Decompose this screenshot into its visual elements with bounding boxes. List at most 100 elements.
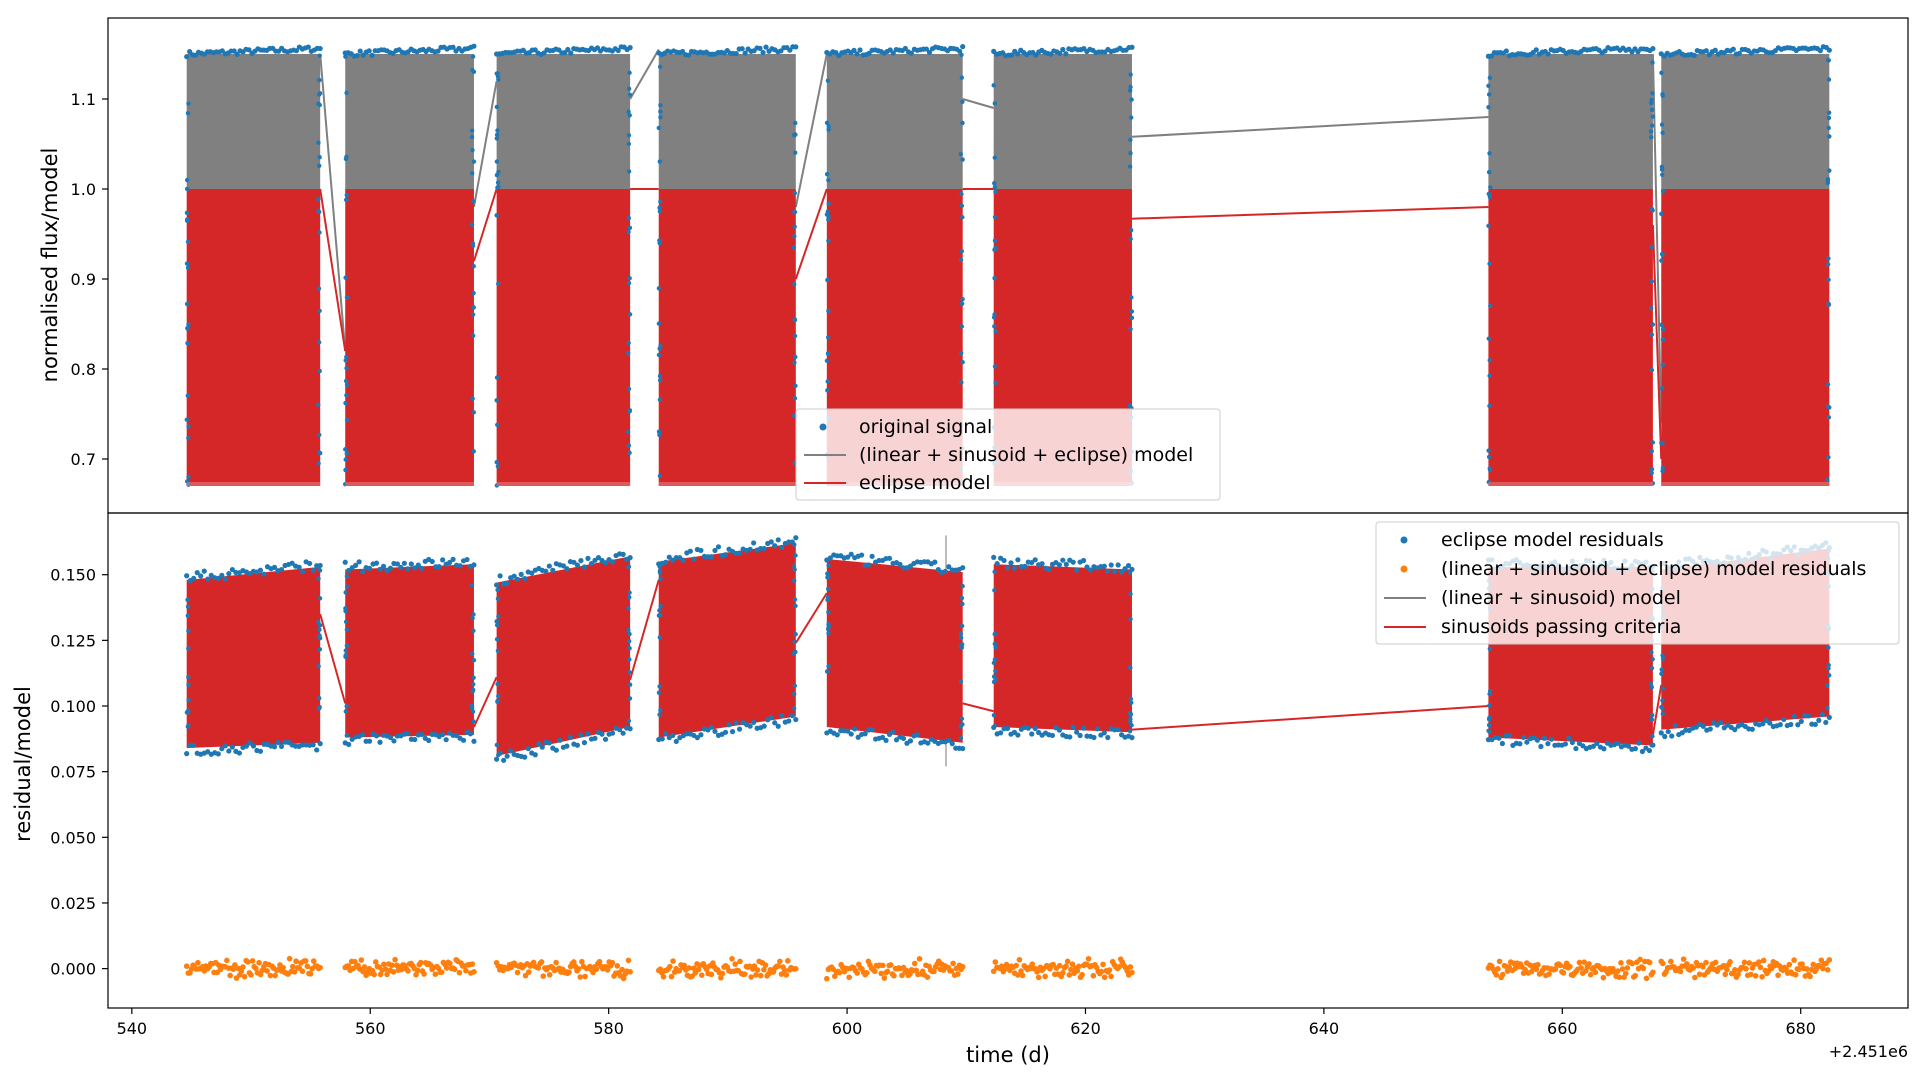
flux-signal-point <box>826 217 831 222</box>
residual-eclipse-point <box>935 567 941 573</box>
flux-signal-point <box>1660 468 1665 474</box>
residual-full-model-point <box>719 970 726 977</box>
residual-eclipse-point <box>1128 616 1133 622</box>
residual-eclipse-point <box>585 731 591 737</box>
residual-full-model-point <box>1741 959 1748 966</box>
residual-eclipse-point <box>1487 703 1492 708</box>
residual-eclipse-point <box>893 737 900 743</box>
residual-eclipse-point <box>536 741 542 747</box>
residual-full-model-point <box>1066 972 1073 978</box>
residual-full-model-point <box>992 959 999 965</box>
flux-signal-point <box>1127 88 1133 93</box>
legend-marker-eclipse-residuals <box>1400 536 1408 544</box>
time-x-tick-label: 560 <box>355 1019 386 1038</box>
residual-eclipse-point <box>1011 565 1018 571</box>
residual-eclipse-point <box>733 720 739 726</box>
flux-signal-point <box>793 354 798 360</box>
flux-signal-point <box>344 354 349 360</box>
residual-full-model-point <box>1684 961 1690 967</box>
flux-signal-point <box>1487 373 1492 379</box>
flux-signal-point <box>1486 336 1492 341</box>
residual-eclipse-point <box>317 627 322 632</box>
residual-full-model-point <box>1069 961 1076 968</box>
residual-eclipse-point <box>440 731 446 738</box>
residual-full-model-point <box>372 959 379 965</box>
flux-signal-point <box>1712 47 1718 53</box>
flux-signal-point <box>1128 115 1134 120</box>
residual-full-model-point <box>1783 966 1789 972</box>
residual-full-model-point <box>286 955 293 962</box>
residual-eclipse-point <box>1506 732 1512 739</box>
flux-signal-point <box>246 47 252 53</box>
flux-signal-point <box>317 308 322 313</box>
flux-signal-point <box>1486 448 1491 453</box>
flux-signal-point <box>763 44 769 50</box>
residual-eclipse-point <box>1049 732 1056 739</box>
residual-eclipse-point <box>747 723 753 729</box>
residual-full-model-point <box>1775 972 1781 979</box>
residual-full-model-point <box>540 973 547 979</box>
flux-signal-point <box>496 77 501 82</box>
flux-full-model-band <box>496 54 631 189</box>
residual-full-model-point <box>1818 957 1825 964</box>
residual-eclipse-point <box>620 730 626 736</box>
residual-eclipse-point <box>751 540 757 546</box>
flux-y-axis-label: normalised flux/model <box>38 148 62 383</box>
residual-full-model-point <box>1019 972 1026 979</box>
flux-signal-point <box>317 53 322 58</box>
residual-eclipse-point <box>845 728 851 734</box>
flux-signal-point <box>1649 244 1654 250</box>
residual-eclipse-point <box>1534 737 1540 743</box>
residual-full-model-point <box>280 964 286 971</box>
flux-signal-point <box>926 49 933 55</box>
residual-full-model-point <box>1533 966 1540 973</box>
residual-eclipse-point <box>958 736 964 741</box>
residual-eclipse-point <box>497 573 503 579</box>
flux-signal-point <box>317 163 322 169</box>
flux-signal-point <box>494 71 499 76</box>
flux-red-connector-line <box>319 188 347 352</box>
flux-signal-point <box>1488 53 1494 59</box>
flux-signal-point <box>960 44 966 50</box>
residual-eclipse-point <box>222 743 228 749</box>
residual-eclipse-point <box>1625 743 1632 749</box>
flux-signal-point <box>495 128 500 133</box>
residual-eclipse-point <box>1499 740 1505 747</box>
residual-full-model-point <box>854 970 860 976</box>
residual-eclipse-point <box>786 718 792 724</box>
flux-signal-point <box>1486 223 1491 229</box>
residual-eclipse-point <box>663 559 669 565</box>
flux-signal-point <box>626 86 632 91</box>
residual-eclipse-point <box>1749 726 1755 732</box>
flux-eclipse-band-edge <box>1661 482 1830 486</box>
residual-eclipse-point <box>824 669 830 674</box>
residual-eclipse-point <box>657 570 663 575</box>
residual-eclipse-point <box>226 748 232 754</box>
residual-eclipse-point <box>219 572 225 578</box>
residual-eclipse-point <box>344 627 350 633</box>
flux-signal-point <box>992 101 998 106</box>
residual-full-model-point <box>1624 965 1631 971</box>
flux-signal-point <box>826 124 831 129</box>
residual-eclipse-point <box>1660 686 1666 691</box>
residual-eclipse-point <box>184 751 190 757</box>
residual-eclipse-point <box>862 731 868 737</box>
flux-signal-point <box>626 133 632 138</box>
legend-label-eclipse-residuals: eclipse model residuals <box>1441 529 1664 551</box>
residual-eclipse-point <box>343 709 349 714</box>
residual-full-model-point <box>1700 963 1706 970</box>
residual-eclipse-point <box>1108 562 1114 568</box>
residual-eclipse-point <box>1004 725 1011 732</box>
residual-eclipse-point <box>419 565 425 571</box>
residual-eclipse-point <box>317 647 323 652</box>
flux-signal-point <box>958 151 963 157</box>
residual-y-tick-label: 0.025 <box>50 894 96 913</box>
flux-signal-point <box>742 50 748 56</box>
residual-eclipse-point <box>736 550 743 556</box>
residual-full-model-point <box>1016 956 1023 963</box>
residual-full-model-point <box>1692 974 1698 981</box>
residual-eclipse-point <box>1665 728 1671 735</box>
residual-eclipse-point <box>443 737 449 743</box>
residual-eclipse-point <box>658 603 663 609</box>
residual-eclipse-point <box>471 675 476 680</box>
